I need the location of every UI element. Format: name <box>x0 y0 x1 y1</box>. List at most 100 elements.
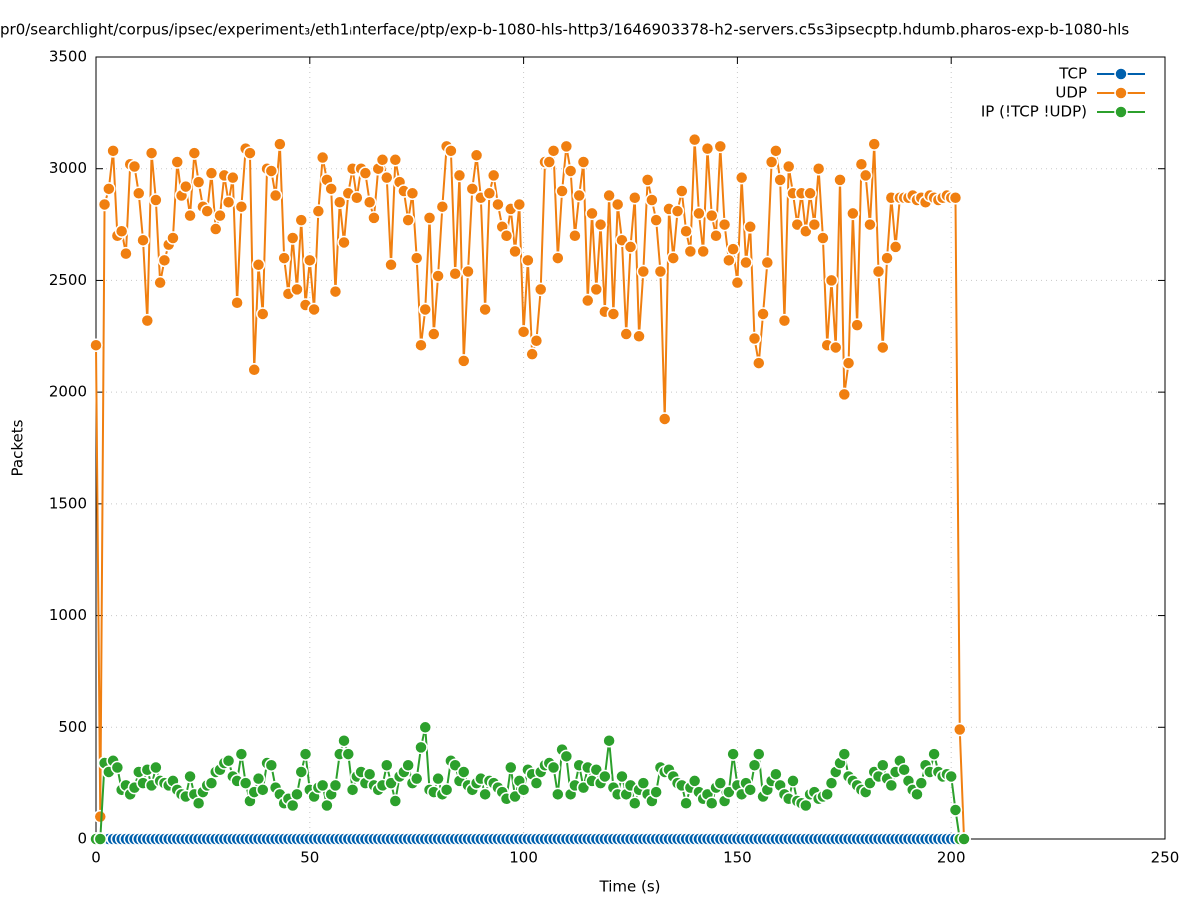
data-point <box>632 329 646 344</box>
data-point <box>414 338 428 352</box>
data-point <box>953 722 967 737</box>
data-point <box>551 787 565 802</box>
data-point <box>786 774 800 788</box>
data-point <box>769 144 783 158</box>
data-point <box>863 217 877 232</box>
data-point <box>277 251 291 265</box>
data-point <box>799 798 813 813</box>
data-point <box>149 760 163 775</box>
data-point <box>256 783 270 797</box>
data-point <box>418 302 433 317</box>
data-point <box>439 783 454 797</box>
legend-label: TCP <box>1058 65 1087 83</box>
data-point <box>897 762 911 777</box>
data-point <box>409 771 424 786</box>
data-point <box>337 235 351 250</box>
data-point <box>516 325 531 339</box>
data-point <box>191 796 206 811</box>
data-point <box>401 758 415 773</box>
data-point <box>478 302 492 317</box>
data-point <box>89 338 103 352</box>
data-point <box>362 767 377 781</box>
data-point <box>580 293 595 308</box>
data-point <box>290 282 304 297</box>
data-point <box>602 188 616 203</box>
data-point <box>341 747 356 761</box>
data-point <box>204 166 219 180</box>
data-point <box>418 720 433 735</box>
series-1 <box>89 132 971 846</box>
data-point <box>290 787 304 802</box>
legend-marker <box>1114 105 1128 119</box>
data-point <box>704 208 719 223</box>
data-point <box>380 758 394 773</box>
data-point <box>696 244 710 259</box>
data-point <box>704 796 719 811</box>
data-point <box>589 282 604 297</box>
data-point <box>93 832 108 846</box>
data-point <box>623 240 638 254</box>
data-point <box>756 307 770 321</box>
data-point <box>824 776 839 790</box>
data-point <box>320 798 334 813</box>
y-tick-label: 3000 <box>49 159 87 177</box>
data-point <box>482 186 497 201</box>
data-point <box>388 153 403 167</box>
data-point <box>585 206 599 221</box>
y-tick-label: 1500 <box>49 494 87 512</box>
data-point <box>649 785 663 799</box>
x-tick-label: 150 <box>723 849 752 867</box>
data-point <box>649 213 663 227</box>
data-point <box>709 228 723 243</box>
data-point <box>264 164 279 178</box>
data-point <box>867 137 881 151</box>
data-point <box>273 137 287 151</box>
data-point <box>628 191 642 205</box>
data-point <box>170 155 184 169</box>
data-point <box>692 206 706 221</box>
data-point <box>948 191 963 205</box>
data-point <box>311 204 326 218</box>
y-tick-label: 500 <box>58 718 87 736</box>
data-point <box>764 155 779 169</box>
data-point <box>525 347 539 361</box>
data-point <box>516 783 531 797</box>
data-point <box>93 809 108 824</box>
data-point <box>747 758 762 773</box>
data-point <box>713 139 728 154</box>
data-point <box>166 231 180 245</box>
data-point <box>256 307 270 321</box>
data-point <box>110 760 125 775</box>
data-point <box>854 157 869 171</box>
data-point <box>427 327 441 341</box>
data-point <box>465 182 480 196</box>
y-axis-label: Packets <box>9 419 27 476</box>
data-point <box>478 787 492 802</box>
x-tick-label: 50 <box>300 849 319 867</box>
data-point <box>910 787 924 802</box>
data-point <box>362 195 377 209</box>
series-2 <box>89 720 971 846</box>
data-point <box>97 197 112 212</box>
data-point <box>572 188 586 203</box>
data-point <box>876 340 890 355</box>
data-point <box>114 224 129 239</box>
data-point <box>828 340 843 355</box>
data-point <box>102 182 116 196</box>
data-point <box>717 217 732 232</box>
data-point <box>375 153 390 167</box>
data-point <box>456 354 471 368</box>
legend-label: IP (!TCP !UDP) <box>981 103 1087 121</box>
data-point <box>298 747 313 761</box>
x-tick-label: 100 <box>509 849 538 867</box>
data-point <box>456 765 471 779</box>
data-point <box>204 776 219 790</box>
data-point <box>734 170 749 185</box>
data-point <box>858 168 873 183</box>
data-point <box>880 251 894 265</box>
data-point <box>726 242 740 256</box>
data-point <box>803 186 817 201</box>
data-point <box>294 765 308 779</box>
data-point <box>841 356 856 370</box>
